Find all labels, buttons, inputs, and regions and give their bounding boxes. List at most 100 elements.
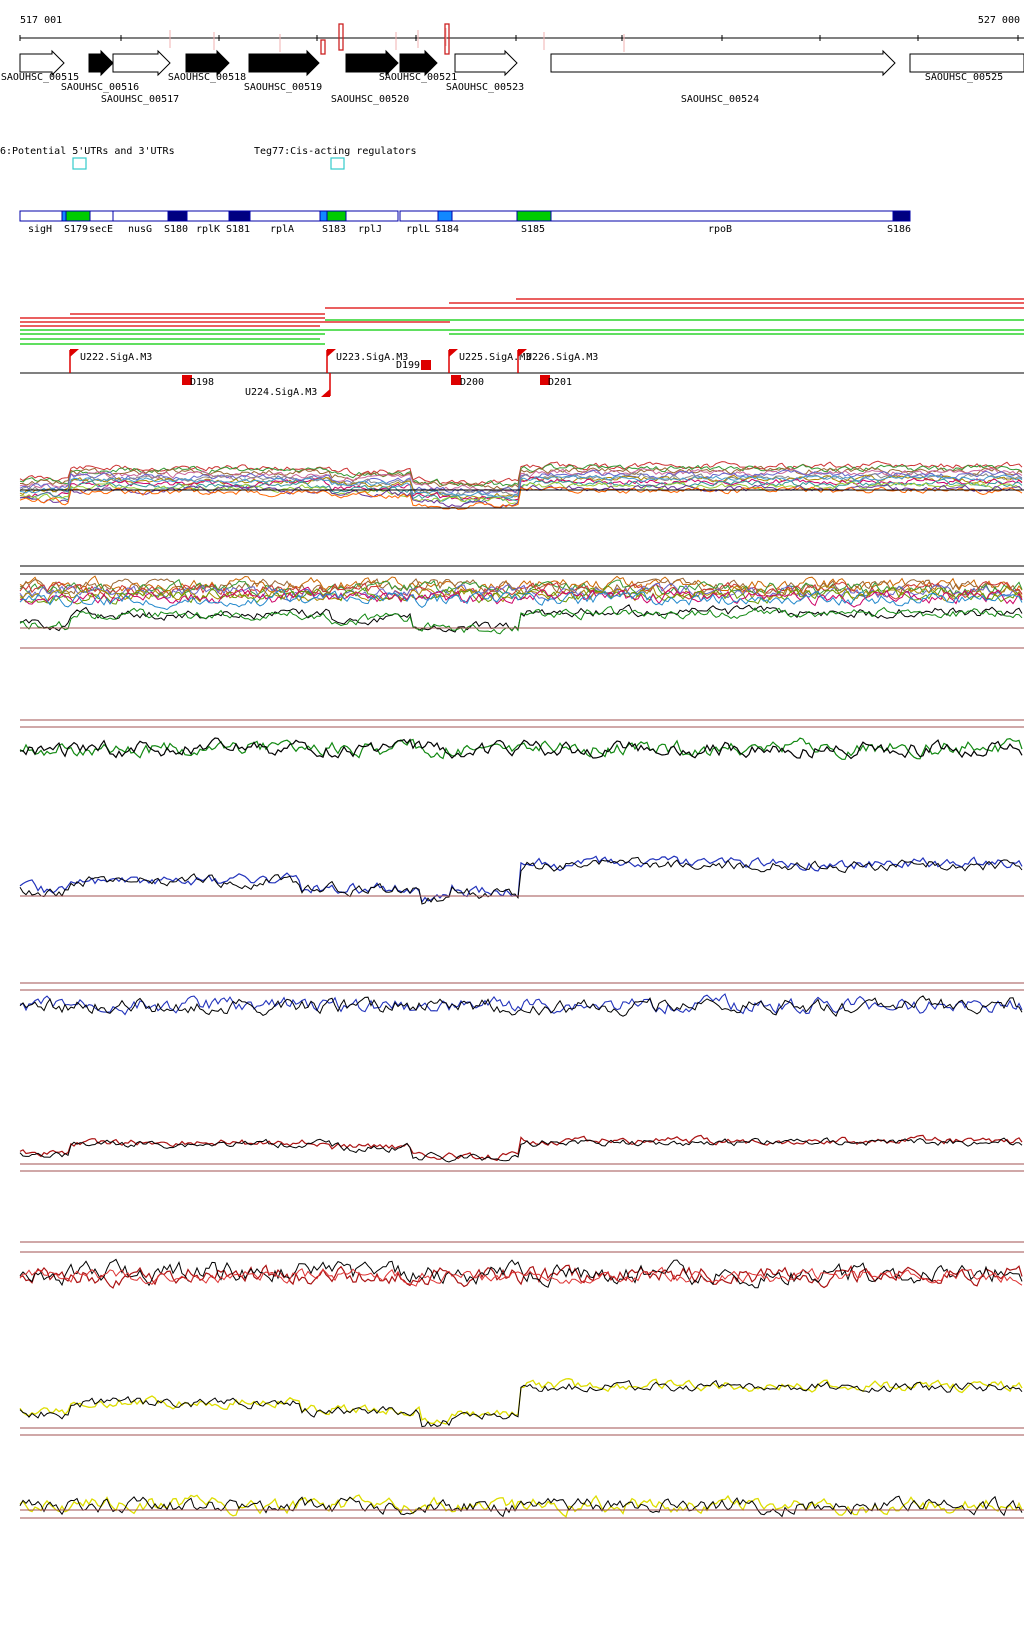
legend: 6:Potential 5'UTRs and 3'UTRs Teg77:Cis-… <box>0 146 417 170</box>
promoter-flag <box>449 349 458 357</box>
terminator-box <box>421 360 431 370</box>
expression-trace <box>19 993 1023 1016</box>
gene-arrow <box>454 49 518 77</box>
segment-box <box>437 210 453 222</box>
promoter-flag <box>327 349 336 357</box>
expression-trace <box>19 463 1023 488</box>
segment-label: rplL <box>406 224 430 235</box>
expression-tracks <box>19 460 1024 1519</box>
segment-label: S181 <box>226 224 250 235</box>
segment-box <box>892 210 911 222</box>
gene-label: SAOUHSC_00525 <box>925 72 1003 83</box>
gene-label: SAOUHSC_00524 <box>681 94 759 105</box>
terminator-box <box>451 375 461 385</box>
segment-box <box>112 210 169 222</box>
segment-label: nusG <box>128 224 152 235</box>
feature-box <box>444 23 450 55</box>
segment-label: S186 <box>887 224 911 235</box>
segment-box <box>19 210 63 222</box>
segment-label: S185 <box>521 224 545 235</box>
legend-utr-swatch <box>72 157 87 170</box>
segment-label: rplA <box>270 224 294 235</box>
segment-label: rplK <box>196 224 220 235</box>
segment-label: rpoB <box>708 224 732 235</box>
promoter-flag <box>518 349 527 357</box>
expression-trace <box>19 468 1023 494</box>
expression-trace <box>19 737 1023 760</box>
end-coordinate: 527 000 <box>978 15 1020 26</box>
expression-trace <box>19 1494 1023 1518</box>
promoter-label: U226.SigA.M3 <box>526 352 598 363</box>
gene-label: SAOUHSC_00515 <box>1 72 79 83</box>
promoter-label: U223.SigA.M3 <box>336 352 408 363</box>
segment-box <box>516 210 552 222</box>
terminator-box <box>182 375 192 385</box>
segment-label: S183 <box>322 224 346 235</box>
gene-arrow <box>185 49 230 77</box>
segment-box <box>550 210 894 222</box>
gene-arrow <box>399 49 438 77</box>
coverage-lines <box>20 298 1024 345</box>
expression-trace <box>19 582 1023 602</box>
expression-trace <box>19 737 1023 760</box>
terminator-label: D198 <box>190 377 214 388</box>
segment-label: secE <box>89 224 113 235</box>
segment-box <box>228 210 251 222</box>
gene-label: SAOUHSC_00523 <box>446 82 524 93</box>
gene-label: SAOUHSC_00517 <box>101 94 179 105</box>
legend-cis-swatch <box>330 157 345 170</box>
segment-box <box>186 210 230 222</box>
gene-arrow <box>550 49 896 77</box>
expression-trace <box>19 995 1023 1017</box>
promoter-flag <box>70 349 79 357</box>
segment-box <box>451 210 518 222</box>
promoter-track: U222.SigA.M3 U223.SigA.M3 U225.SigA.M3U226… <box>69 349 598 398</box>
expression-trace <box>19 605 1023 635</box>
expression-trace <box>19 1264 1023 1289</box>
feature-marks <box>169 23 625 55</box>
terminator-label: D199 <box>396 360 420 371</box>
expression-trace <box>19 1134 1023 1162</box>
segment-box <box>61 210 67 222</box>
promoter-label: U225.SigA.M3 <box>459 352 531 363</box>
gene-arrow <box>112 49 171 77</box>
expression-trace <box>19 1266 1023 1287</box>
promoter-label: U222.SigA.M3 <box>80 352 152 363</box>
gene-arrow <box>19 49 65 77</box>
gene-label: SAOUHSC_00519 <box>244 82 322 93</box>
segment-track: sigH S179 secE nusG S180 rplK S181 rplA S183 rplJ… <box>19 210 911 235</box>
expression-trace <box>19 474 1023 499</box>
legend-cis-label: Teg77:Cis-acting regulators <box>254 146 417 157</box>
segment-box <box>167 210 188 222</box>
expression-trace <box>19 1379 1023 1428</box>
segment-label: S179 <box>64 224 88 235</box>
segment-box <box>89 210 114 222</box>
expression-trace <box>19 1495 1023 1518</box>
gene-arrow <box>88 49 114 77</box>
segment-label: rplJ <box>358 224 382 235</box>
terminator-box <box>540 375 550 385</box>
segment-box <box>399 210 439 222</box>
expression-trace <box>19 483 1023 509</box>
terminator-label: U224.SigA.M3 <box>245 387 317 398</box>
expression-trace <box>19 588 1023 611</box>
terminator-label: D200 <box>460 377 484 388</box>
legend-utr-label: 6:Potential 5'UTRs and 3'UTRs <box>0 146 175 157</box>
segment-label: S180 <box>164 224 188 235</box>
expression-trace <box>19 1137 1023 1163</box>
axis-ticks <box>19 35 1019 41</box>
promoter-flag <box>321 389 330 397</box>
expression-trace <box>19 578 1023 598</box>
start-coordinate: 517 001 <box>20 15 62 26</box>
gene-arrow <box>345 49 399 77</box>
segment-box <box>249 210 321 222</box>
gene-label: SAOUHSC_00520 <box>331 94 409 105</box>
expression-trace <box>20 465 1023 490</box>
feature-box <box>338 23 344 51</box>
expression-trace <box>19 586 1023 608</box>
gene-arrow <box>909 53 1024 73</box>
segment-label: sigH <box>28 224 52 235</box>
gene-label: SAOUHSC_00516 <box>61 82 139 93</box>
